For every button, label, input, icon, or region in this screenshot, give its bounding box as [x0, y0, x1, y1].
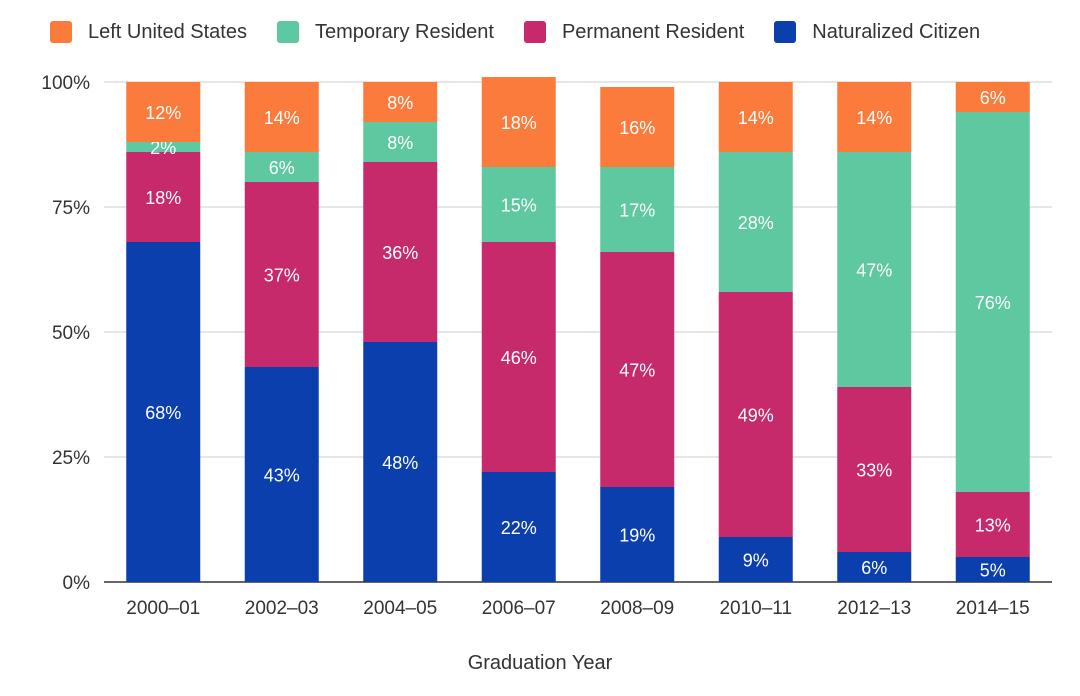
x-tick-label: 2012–13	[837, 598, 911, 619]
legend-item: Permanent Resident	[523, 20, 745, 44]
legend-label: Permanent Resident	[561, 20, 745, 43]
data-label: 5%	[980, 561, 1006, 581]
legend-swatch	[50, 21, 72, 43]
bar-segment	[481, 472, 556, 582]
data-label: 33%	[856, 461, 892, 481]
data-label: 28%	[738, 213, 774, 233]
data-label: 49%	[738, 406, 774, 426]
y-tick-label: 0%	[63, 573, 91, 594]
data-label: 8%	[387, 133, 413, 153]
data-label: 6%	[861, 558, 887, 578]
bar-segment	[481, 167, 556, 242]
y-tick-label: 75%	[52, 198, 90, 219]
bar-segment	[481, 77, 556, 167]
data-label: 14%	[856, 108, 892, 128]
bar-segment	[126, 142, 201, 152]
data-label: 14%	[264, 108, 300, 128]
data-label: 36%	[382, 243, 418, 263]
legend-item: Temporary Resident	[276, 20, 494, 44]
x-tick-label: 2000–01	[126, 598, 200, 619]
legend-label: Left United States	[88, 20, 247, 43]
data-label: 18%	[501, 113, 537, 133]
bar-segment	[837, 552, 912, 582]
bar-segment	[363, 122, 438, 162]
x-axis-title: Graduation Year	[467, 652, 613, 674]
bar-segment	[126, 152, 201, 242]
y-tick-label: 25%	[52, 448, 90, 469]
bar-segment	[955, 112, 1030, 492]
bar-segment	[955, 492, 1030, 557]
x-tick-label: 2006–07	[482, 598, 556, 619]
bar-segment	[363, 162, 438, 342]
data-label: 46%	[501, 348, 537, 368]
bar-segment	[481, 242, 556, 472]
x-tick-label: 2004–05	[363, 598, 437, 619]
bar-segment	[600, 252, 675, 487]
data-label: 12%	[145, 103, 181, 123]
data-label: 17%	[619, 201, 655, 221]
bar-segment	[244, 182, 319, 367]
data-label: 76%	[975, 293, 1011, 313]
bar-segment	[718, 152, 793, 292]
bar-segment	[600, 167, 675, 252]
bar-segment	[955, 557, 1030, 582]
data-label: 48%	[382, 453, 418, 473]
legend-swatch	[774, 21, 797, 43]
bar-segment	[363, 342, 438, 582]
data-label: 22%	[501, 518, 537, 538]
bar-segment	[955, 82, 1030, 112]
x-tick-label: 2002–03	[245, 598, 319, 619]
data-label: 37%	[264, 266, 300, 286]
bar-segment	[244, 152, 319, 182]
bar-segment	[126, 242, 201, 582]
x-tick-label: 2014–15	[956, 598, 1030, 619]
bar-segment	[718, 292, 793, 537]
bar-segment	[837, 152, 912, 387]
bar-segment	[363, 82, 438, 122]
data-label: 18%	[145, 188, 181, 208]
data-label: 6%	[980, 88, 1006, 108]
data-label: 15%	[501, 196, 537, 216]
data-label: 68%	[145, 403, 181, 423]
data-label: 47%	[619, 361, 655, 381]
bar-segment	[837, 82, 912, 152]
data-label: 2%	[150, 138, 176, 158]
legend-item: Left United States	[50, 21, 247, 44]
data-label: 43%	[264, 466, 300, 486]
data-label: 6%	[269, 158, 295, 178]
data-label: 14%	[738, 108, 774, 128]
bar-segment	[600, 487, 675, 582]
data-label: 19%	[619, 526, 655, 546]
x-tick-label: 2008–09	[600, 598, 674, 619]
bar-segment	[718, 537, 793, 582]
bar-segment	[600, 87, 675, 167]
bar-segment	[244, 82, 319, 152]
bar-segment	[126, 82, 201, 142]
legend-label: Naturalized Citizen	[812, 20, 981, 43]
bar-segment	[837, 387, 912, 552]
bar-segment	[244, 367, 319, 582]
y-tick-label: 50%	[52, 323, 90, 344]
data-label: 47%	[856, 261, 892, 281]
y-tick-label: 100%	[41, 73, 90, 94]
chart-legend: Left United States Temporary Resident Perm…	[50, 17, 1010, 47]
legend-item: Naturalized Citizen	[774, 21, 980, 44]
data-label: 13%	[975, 516, 1011, 536]
legend-swatch	[276, 21, 299, 43]
data-label: 9%	[743, 551, 769, 571]
data-label: 8%	[387, 93, 413, 113]
bar-segment	[718, 82, 793, 152]
legend-swatch	[523, 21, 546, 43]
x-tick-label: 2010–11	[719, 598, 792, 619]
data-label: 16%	[619, 118, 655, 138]
legend-label: Temporary Resident	[314, 20, 494, 43]
